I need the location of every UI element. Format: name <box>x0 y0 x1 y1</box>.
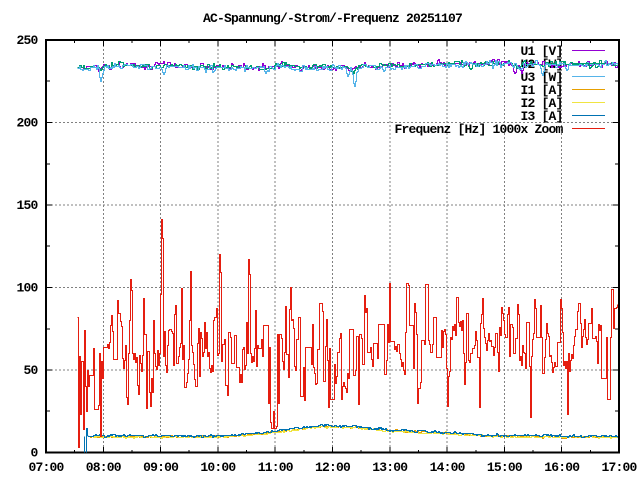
svg-text:250: 250 <box>16 33 38 48</box>
svg-text:50: 50 <box>23 363 38 378</box>
svg-text:I2 [A]: I2 [A] <box>520 96 562 111</box>
svg-text:10:00: 10:00 <box>200 460 236 475</box>
svg-text:11:00: 11:00 <box>258 460 294 475</box>
svg-text:I1 [A]: I1 [A] <box>520 83 562 98</box>
svg-text:14:00: 14:00 <box>430 460 466 475</box>
svg-text:13:00: 13:00 <box>372 460 408 475</box>
svg-text:U3 [W]: U3 [W] <box>520 70 562 85</box>
svg-text:AC-Spannung/-Strom/-Frequenz 2: AC-Spannung/-Strom/-Frequenz 20251107 <box>203 11 462 26</box>
svg-text:08:00: 08:00 <box>86 460 122 475</box>
svg-text:16:00: 16:00 <box>544 460 580 475</box>
svg-text:15:00: 15:00 <box>487 460 523 475</box>
svg-text:100: 100 <box>16 280 38 295</box>
svg-text:I3 [A]: I3 [A] <box>520 109 562 124</box>
svg-text:12:00: 12:00 <box>315 460 351 475</box>
svg-text:17:00: 17:00 <box>601 460 637 475</box>
svg-text:0: 0 <box>30 445 38 460</box>
svg-text:Frequenz [Hz] 1000x Zoom: Frequenz [Hz] 1000x Zoom <box>394 122 563 137</box>
svg-text:200: 200 <box>16 115 38 130</box>
svg-text:U1 [V]: U1 [V] <box>520 44 562 59</box>
svg-text:150: 150 <box>16 198 38 213</box>
svg-text:09:00: 09:00 <box>143 460 179 475</box>
svg-text:07:00: 07:00 <box>28 460 64 475</box>
